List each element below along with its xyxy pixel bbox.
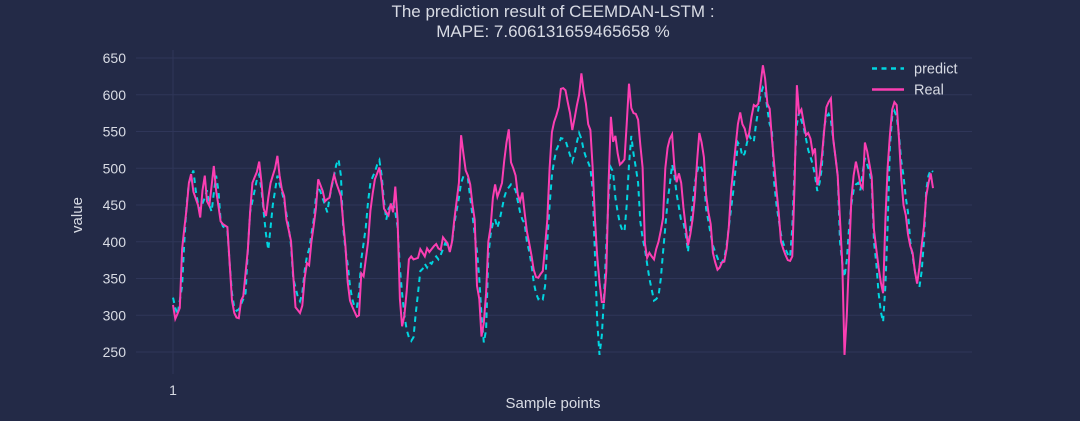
legend-item-Real[interactable]: Real <box>872 83 944 99</box>
y-tick-label-550: 550 <box>103 124 127 140</box>
y-axis-title: value <box>69 197 86 233</box>
x-axis-tick-label-1: 1 <box>169 382 177 398</box>
y-tick-label-450: 450 <box>103 197 127 213</box>
y-tick-label-600: 600 <box>103 87 127 103</box>
x-axis-title: Sample points <box>505 395 600 412</box>
y-tick-label-500: 500 <box>103 160 127 176</box>
y-tick-label-400: 400 <box>103 234 127 250</box>
series-line-Real <box>172 65 934 355</box>
legend-label-predict: predict <box>914 62 958 78</box>
series-line-predict <box>172 84 934 356</box>
series-lines <box>172 65 934 356</box>
y-tick-label-250: 250 <box>103 344 127 360</box>
y-tick-label-300: 300 <box>103 307 127 323</box>
legend-item-predict[interactable]: predict <box>872 62 958 78</box>
gridlines <box>136 50 972 374</box>
legend-label-Real: Real <box>914 83 944 99</box>
y-tick-label-350: 350 <box>103 271 127 287</box>
chart-title-line2: MAPE: 7.606131659465658 % <box>436 22 669 41</box>
y-axis-tick-labels: 650 600 550 500 450 400 350 300 250 <box>103 50 127 360</box>
chart-title-line1: The prediction result of CEEMDAN-LSTM : <box>391 2 714 21</box>
y-tick-label-650: 650 <box>103 50 127 66</box>
legend: predict Real <box>872 62 958 99</box>
